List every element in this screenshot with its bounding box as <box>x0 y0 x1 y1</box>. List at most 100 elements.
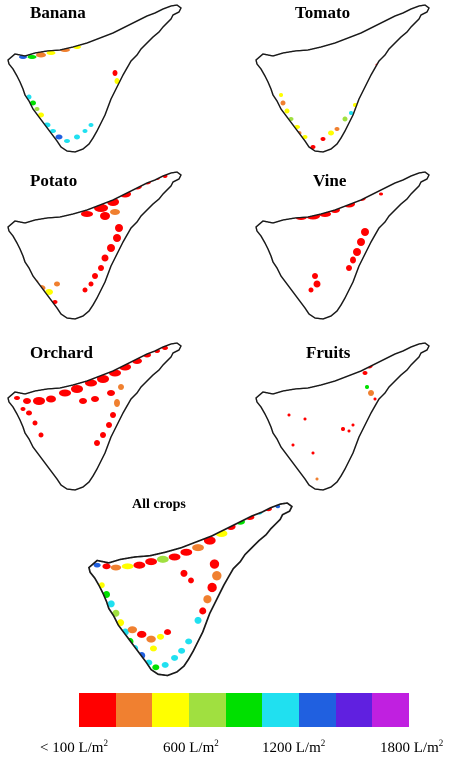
crop-area-patch <box>192 544 204 552</box>
crop-area-patch <box>91 396 99 402</box>
crop-area-patch <box>46 395 56 403</box>
island-coastline <box>255 342 430 491</box>
crop-area-patch <box>361 228 369 236</box>
island-coastline <box>7 4 182 153</box>
crop-area-patch <box>365 385 369 389</box>
crop-area-patch <box>38 432 44 438</box>
crop-area-patch <box>212 571 222 581</box>
crop-area-patch <box>137 630 147 638</box>
crop-area-patch <box>146 635 156 643</box>
crop-area-patch <box>71 385 83 393</box>
crop-area-patch <box>280 100 286 106</box>
crop-area-patch <box>100 212 110 220</box>
map-title-all-crops: All crops <box>132 497 186 512</box>
crop-area-patch <box>303 417 307 421</box>
crop-area-patch <box>379 192 383 196</box>
crop-area-patch <box>88 281 94 287</box>
crop-area-patch <box>127 626 138 634</box>
map-title-tomato: Tomato <box>295 3 351 22</box>
crop-area-patch <box>112 609 120 617</box>
island-coastline-outline <box>255 342 430 491</box>
map-banana <box>7 4 182 153</box>
legend-label-100: < 100 L/m2 <box>40 738 108 756</box>
crop-area-patch <box>59 389 71 397</box>
crop-area-patch <box>346 265 352 271</box>
crop-area-patch <box>284 108 290 114</box>
legend-swatch <box>152 693 190 727</box>
crop-area-patch <box>107 390 115 396</box>
island-coastline-outline <box>88 502 293 677</box>
crop-area-patch <box>156 633 165 640</box>
map-title-potato: Potato <box>30 171 78 190</box>
map-title-fruits: Fruits <box>306 343 351 362</box>
crop-area-patch <box>291 443 295 447</box>
crop-area-patch <box>310 145 316 149</box>
crop-area-patch <box>92 273 98 279</box>
crop-area-patch <box>100 432 106 438</box>
map-title-vine: Vine <box>313 171 347 190</box>
crop-area-patch <box>114 399 120 407</box>
crop-area-patch <box>97 375 109 383</box>
crop-area-patch <box>156 555 169 563</box>
crop-area-patch <box>117 619 125 627</box>
legend-swatch <box>299 693 336 727</box>
crop-area-patch <box>133 561 146 569</box>
island-coastline-outline <box>255 171 430 320</box>
crop-area-patch <box>308 287 314 293</box>
island-coastline <box>255 4 430 153</box>
crop-area-patch <box>26 410 32 416</box>
crop-area-patch <box>149 645 157 652</box>
crop-area-patch <box>188 577 194 584</box>
island-coastline-outline <box>255 4 430 153</box>
crop-area-patch <box>36 461 42 465</box>
crop-area-patch <box>334 127 340 131</box>
crop-area-patch <box>194 616 202 624</box>
crop-area-patch <box>34 107 40 111</box>
crop-area-patch <box>110 412 116 418</box>
map-tomato <box>255 4 430 153</box>
crop-area-patch <box>81 211 93 217</box>
crop-area-patch <box>287 413 291 417</box>
crop-area-patch <box>50 129 56 133</box>
crop-area-patch <box>171 654 179 661</box>
map-potato <box>7 171 182 320</box>
crop-area-patch <box>349 111 353 115</box>
crop-area-patch <box>207 582 217 593</box>
crop-area-patch <box>107 600 115 608</box>
crop-area-patch <box>94 440 100 446</box>
island-coastline <box>88 502 293 677</box>
crop-area-patch <box>279 93 283 97</box>
crop-area-patch <box>351 423 355 427</box>
crop-area-patch <box>107 244 115 252</box>
legend-label-600: 600 L/m2 <box>163 738 219 756</box>
crop-area-patch <box>36 52 46 58</box>
crop-area-patch <box>145 558 157 566</box>
crop-area-patch <box>164 629 172 635</box>
crop-area-patch <box>102 563 111 570</box>
crop-area-patch <box>368 390 374 396</box>
crop-area-patch <box>93 562 101 568</box>
crop-area-patch <box>313 280 321 288</box>
crop-area-patch <box>33 397 45 405</box>
map-all-crops <box>88 502 293 677</box>
crop-area-patch <box>38 112 44 118</box>
map-title-banana: Banana <box>30 3 86 22</box>
crop-area-patch <box>32 420 38 426</box>
crop-area-patch <box>203 595 212 604</box>
crop-area-patch <box>115 224 123 232</box>
crop-area-patch <box>82 129 88 133</box>
crop-area-patch <box>180 569 188 577</box>
crop-area-patch <box>54 281 60 287</box>
crop-area-patch <box>371 356 379 362</box>
island-coastline <box>7 342 182 491</box>
crop-area-patch <box>27 55 37 59</box>
crop-area-patch <box>199 607 207 615</box>
legend-swatch <box>189 693 226 727</box>
crop-area-patch <box>112 70 118 76</box>
crop-area-patch <box>161 661 169 668</box>
crop-area-patch <box>88 123 94 127</box>
crop-area-patch <box>113 234 121 242</box>
crop-area-patch <box>185 638 193 645</box>
legend-swatch <box>335 693 373 727</box>
crop-area-patch <box>302 135 308 139</box>
